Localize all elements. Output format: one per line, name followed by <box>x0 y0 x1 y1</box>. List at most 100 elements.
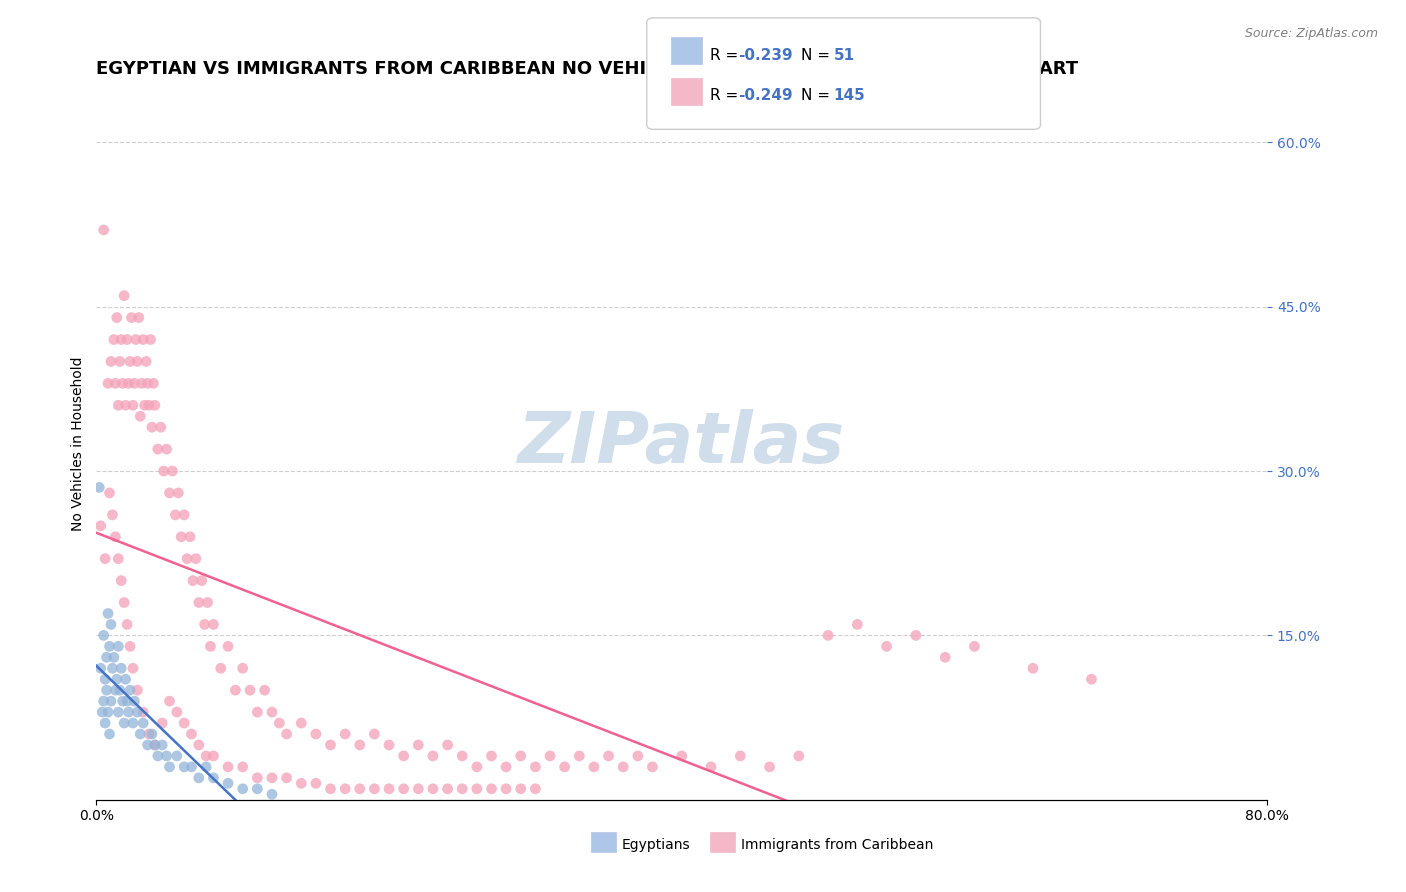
Point <box>509 748 531 763</box>
Point <box>107 640 129 654</box>
Point <box>436 781 458 796</box>
Point <box>93 628 115 642</box>
Point <box>246 771 269 785</box>
Point <box>117 705 139 719</box>
Point <box>436 738 458 752</box>
Point <box>224 683 246 698</box>
Text: Immigrants from Caribbean: Immigrants from Caribbean <box>741 838 934 852</box>
Point <box>260 787 283 801</box>
Point <box>495 760 517 774</box>
Point <box>139 333 162 347</box>
Point <box>246 705 269 719</box>
Point <box>319 738 342 752</box>
Point <box>134 398 156 412</box>
Point <box>103 333 125 347</box>
Point <box>465 781 488 796</box>
Point <box>408 738 430 752</box>
Point <box>290 776 312 790</box>
Text: N =: N = <box>801 48 835 62</box>
Point <box>1022 661 1045 675</box>
Point <box>495 781 517 796</box>
Point <box>181 574 204 588</box>
Point <box>481 781 503 796</box>
Point <box>122 661 145 675</box>
Point <box>98 640 121 654</box>
Text: 145: 145 <box>834 88 866 103</box>
Text: ZIPatlas: ZIPatlas <box>517 409 845 478</box>
Point <box>118 354 141 368</box>
Point <box>253 683 276 698</box>
Point <box>194 617 217 632</box>
Point <box>143 738 166 752</box>
Point <box>846 617 869 632</box>
Point <box>112 716 135 731</box>
Point <box>142 376 165 391</box>
Point <box>96 650 118 665</box>
Point <box>187 595 209 609</box>
Point <box>349 781 371 796</box>
Point <box>127 683 149 698</box>
Point <box>641 760 664 774</box>
Text: 51: 51 <box>834 48 855 62</box>
Point <box>150 716 173 731</box>
Point <box>131 376 153 391</box>
Point <box>89 480 111 494</box>
Point <box>305 776 328 790</box>
Point <box>94 551 117 566</box>
Point <box>378 781 401 796</box>
Point <box>349 738 371 752</box>
Point <box>260 705 283 719</box>
Point <box>184 551 207 566</box>
Point <box>121 310 143 325</box>
Point <box>787 748 810 763</box>
Point <box>132 333 155 347</box>
Point <box>180 727 202 741</box>
Point <box>125 333 148 347</box>
Point <box>422 748 444 763</box>
Point <box>202 771 225 785</box>
Point <box>110 574 132 588</box>
Point <box>232 781 254 796</box>
Point <box>451 748 474 763</box>
Point <box>363 727 385 741</box>
Point <box>141 727 163 741</box>
Point <box>481 748 503 763</box>
Point <box>135 354 157 368</box>
Point <box>197 595 219 609</box>
Point <box>110 333 132 347</box>
Point <box>146 442 169 456</box>
Text: EGYPTIAN VS IMMIGRANTS FROM CARIBBEAN NO VEHICLES IN HOUSEHOLD CORRELATION CHART: EGYPTIAN VS IMMIGRANTS FROM CARIBBEAN NO… <box>97 60 1078 78</box>
Point <box>94 716 117 731</box>
Point <box>190 574 212 588</box>
Point <box>758 760 780 774</box>
Point <box>105 672 128 686</box>
Point <box>319 781 342 796</box>
Point <box>115 617 138 632</box>
Point <box>166 705 188 719</box>
Point <box>111 694 134 708</box>
Point <box>524 760 547 774</box>
Point <box>232 760 254 774</box>
Point <box>104 683 127 698</box>
Point <box>392 748 415 763</box>
Point <box>963 640 986 654</box>
Point <box>127 705 149 719</box>
Point <box>138 727 160 741</box>
Point <box>159 760 181 774</box>
Point <box>363 781 385 796</box>
Point <box>730 748 752 763</box>
Point <box>170 530 193 544</box>
Point <box>117 376 139 391</box>
Point <box>173 760 195 774</box>
Point <box>100 617 122 632</box>
Point <box>136 376 159 391</box>
Point <box>239 683 262 698</box>
Point <box>700 760 723 774</box>
Point <box>333 727 356 741</box>
Point <box>209 661 232 675</box>
Point <box>93 223 115 237</box>
Point <box>128 310 150 325</box>
Point <box>1080 672 1102 686</box>
Point <box>904 628 927 642</box>
Point <box>195 748 218 763</box>
